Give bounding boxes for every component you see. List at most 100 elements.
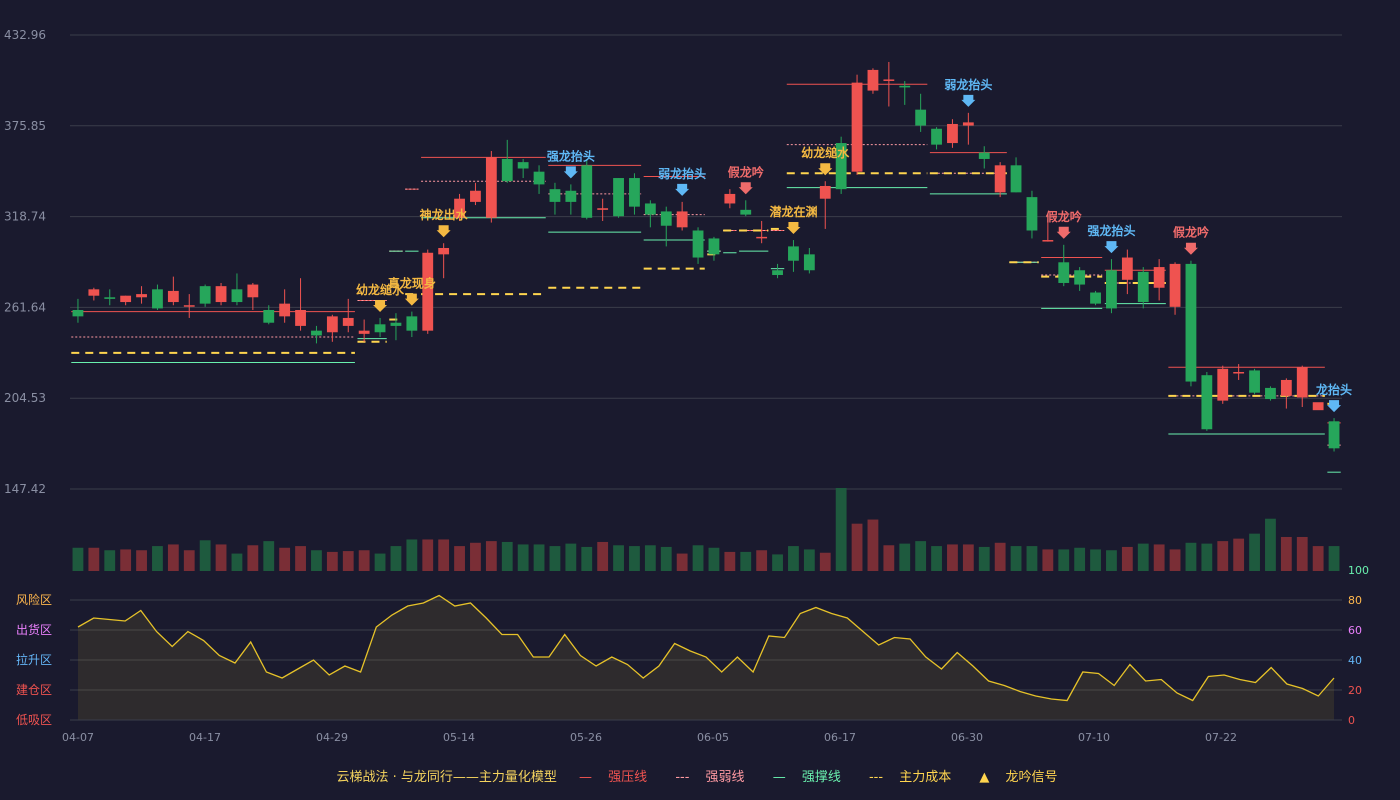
volume-bar (517, 544, 529, 571)
signal-label: 弱龙抬头 (658, 166, 706, 181)
volume-bar (120, 549, 132, 571)
signal-label: 假龙吟 (1046, 209, 1082, 224)
price-tick-label: 147.42 (4, 482, 46, 496)
legend-item-support[interactable]: — 强撑线 (772, 770, 841, 785)
volume-bar (199, 540, 211, 571)
candle-body (501, 158, 513, 182)
candle-body (454, 198, 465, 218)
volume-bar (1026, 546, 1038, 571)
volume-bar (1137, 543, 1149, 571)
volume-bar (565, 543, 577, 571)
signal-label: 幼龙缒水 (801, 145, 850, 160)
volume-bar (533, 544, 545, 571)
candle-body (851, 82, 863, 172)
volume-bar (803, 549, 815, 571)
volume-bar (581, 546, 593, 571)
candle-body (692, 230, 704, 258)
price-tick-label: 318.74 (4, 210, 46, 224)
candle-body (1074, 270, 1086, 285)
indicator-line (77, 594, 1335, 702)
candle-body (1201, 375, 1213, 430)
volume-bar (740, 551, 752, 571)
candle-body (1265, 387, 1276, 400)
candle-body (263, 310, 275, 323)
volume-bar (994, 542, 1006, 571)
price-tick-label: 432.96 (4, 28, 46, 42)
candle-body (374, 324, 386, 333)
candle-body (883, 79, 895, 81)
signal-arrow (563, 166, 578, 179)
candle-body (1312, 402, 1324, 411)
volume-bar (215, 544, 227, 571)
candle-body (1137, 271, 1149, 303)
volume-bar (835, 488, 847, 571)
signal-arrow (675, 183, 690, 196)
volume-bar (1280, 536, 1292, 571)
signal-arrow (961, 94, 976, 107)
candle-body (613, 178, 624, 217)
signal-label: 神龙出水 (420, 207, 469, 222)
candle-body (517, 162, 529, 169)
candle-body (629, 178, 640, 207)
candle-body (533, 171, 545, 185)
volume-bar (374, 553, 386, 571)
signal-label: 幼龙缒水 (356, 282, 405, 297)
candle-body (470, 190, 481, 202)
volume-bar (660, 546, 672, 571)
signal-arrow (818, 163, 833, 176)
volume-bar (708, 547, 720, 571)
candle-body (708, 238, 720, 255)
volume-bar (422, 539, 434, 571)
candle-body (676, 211, 688, 228)
signal-arrow (738, 182, 753, 195)
signal-arrow (1183, 242, 1198, 255)
volume-bar (263, 541, 275, 571)
volume-bar (597, 541, 609, 571)
candle-body (565, 190, 577, 202)
candle-body (756, 236, 768, 239)
signal-label: 强龙抬头 (547, 148, 595, 163)
volume-bar (1090, 549, 1101, 571)
volume-bar (342, 551, 354, 571)
legend-item-signal[interactable]: ▲ 龙吟信号 (979, 770, 1058, 785)
candle-body (1169, 263, 1181, 307)
candle-body (597, 208, 609, 210)
indicator-tick-label: 100 (1348, 564, 1369, 577)
candle-body (931, 128, 942, 145)
volume-bar (501, 541, 513, 571)
volume-bar (1265, 518, 1276, 571)
volume-bar (883, 545, 895, 571)
candle-body (994, 165, 1006, 193)
candle-body (724, 193, 736, 204)
zone-label: 低吸区 (16, 713, 52, 727)
candle-body (581, 165, 593, 218)
volume-bar (295, 546, 306, 571)
candle-body (88, 289, 100, 296)
candle-body (247, 284, 259, 298)
candle-body (422, 252, 434, 331)
volume-bar (1185, 542, 1197, 571)
candle-body (167, 290, 179, 303)
volume-bar (947, 544, 958, 571)
volume-bar (311, 550, 322, 571)
candle-body (867, 69, 879, 91)
volume-bar (1328, 546, 1340, 571)
legend-item-weak[interactable]: --- 强弱线 (675, 770, 745, 785)
signal-label: 真龙现身 (388, 276, 436, 291)
candle-body (947, 123, 958, 144)
candle-body (326, 316, 338, 333)
candle-body (438, 247, 450, 255)
legend-item-resist[interactable]: — 强压线 (579, 770, 648, 785)
volume-bar (644, 545, 656, 571)
candle-body (1010, 165, 1022, 193)
volume-bar (978, 546, 990, 571)
volume-bar (867, 519, 879, 571)
candle-body (72, 310, 84, 317)
volume-bar (962, 544, 974, 571)
volume-bar (724, 551, 736, 571)
candle-body (660, 211, 672, 226)
candle-body (835, 143, 847, 190)
candle-body (406, 316, 418, 331)
legend-item-cost[interactable]: --- 主力成本 (868, 770, 952, 785)
candle-body (120, 295, 132, 303)
